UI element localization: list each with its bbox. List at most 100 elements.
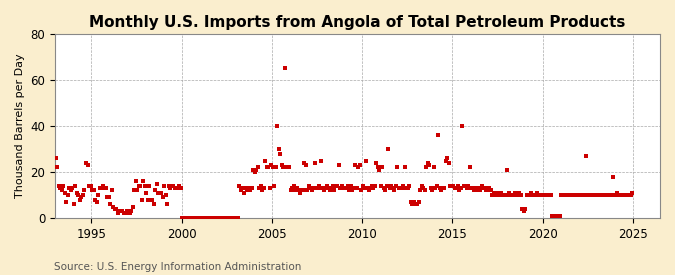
Point [463, 184, 474, 188]
Point [464, 165, 475, 170]
Point [599, 193, 610, 197]
Point [484, 186, 495, 190]
Point [379, 186, 389, 190]
Point [252, 165, 263, 170]
Point [373, 165, 383, 170]
Point [102, 195, 113, 200]
Point [608, 174, 618, 179]
Point [541, 193, 551, 197]
Point [109, 207, 120, 211]
Point [483, 188, 493, 192]
Point [302, 188, 313, 192]
Point [151, 181, 162, 186]
Point [350, 163, 360, 167]
Point [458, 184, 469, 188]
Point [188, 216, 198, 220]
Point [112, 211, 123, 216]
Point [82, 163, 93, 167]
Point [392, 165, 403, 170]
Point [488, 191, 499, 195]
Point [532, 191, 543, 195]
Point [572, 193, 583, 197]
Point [182, 216, 192, 220]
Point [603, 193, 614, 197]
Point [79, 188, 90, 192]
Point [78, 193, 88, 197]
Point [201, 216, 212, 220]
Point [380, 188, 391, 192]
Point [477, 184, 487, 188]
Point [566, 193, 577, 197]
Point [576, 193, 587, 197]
Point [124, 211, 135, 216]
Point [130, 179, 141, 183]
Point [523, 193, 534, 197]
Point [243, 186, 254, 190]
Point [340, 186, 350, 190]
Point [344, 188, 354, 192]
Point [277, 165, 288, 170]
Point [327, 184, 338, 188]
Point [451, 186, 462, 190]
Point [514, 191, 524, 195]
Point [348, 186, 359, 190]
Point [176, 186, 186, 190]
Point [383, 147, 394, 151]
Point [605, 193, 616, 197]
Point [508, 193, 518, 197]
Point [375, 184, 386, 188]
Point [236, 188, 246, 192]
Point [624, 193, 634, 197]
Point [461, 186, 472, 190]
Point [365, 186, 376, 190]
Point [177, 216, 188, 220]
Point [162, 202, 173, 207]
Point [505, 193, 516, 197]
Point [129, 188, 140, 192]
Point [333, 163, 344, 167]
Point [545, 193, 556, 197]
Point [527, 193, 538, 197]
Point [209, 216, 219, 220]
Point [475, 188, 485, 192]
Point [294, 191, 305, 195]
Point [171, 186, 182, 190]
Point [437, 186, 448, 190]
Point [286, 188, 296, 192]
Point [553, 213, 564, 218]
Point [385, 186, 396, 190]
Point [441, 156, 452, 160]
Point [189, 216, 200, 220]
Point [106, 188, 117, 192]
Point [609, 193, 620, 197]
Point [562, 193, 573, 197]
Point [303, 184, 314, 188]
Point [529, 193, 540, 197]
Point [470, 186, 481, 190]
Point [493, 193, 504, 197]
Point [342, 184, 353, 188]
Point [111, 207, 122, 211]
Point [308, 186, 319, 190]
Point [297, 188, 308, 192]
Point [389, 188, 400, 192]
Point [153, 191, 163, 195]
Point [309, 161, 320, 165]
Point [412, 202, 423, 207]
Point [148, 202, 159, 207]
Point [166, 184, 177, 188]
Point [329, 188, 340, 192]
Point [621, 193, 632, 197]
Point [103, 195, 114, 200]
Point [580, 154, 591, 158]
Point [510, 191, 520, 195]
Point [616, 193, 627, 197]
Point [144, 184, 155, 188]
Point [358, 184, 369, 188]
Point [466, 186, 477, 190]
Point [472, 188, 483, 192]
Point [591, 193, 601, 197]
Point [202, 216, 213, 220]
Point [499, 193, 510, 197]
Point [549, 213, 560, 218]
